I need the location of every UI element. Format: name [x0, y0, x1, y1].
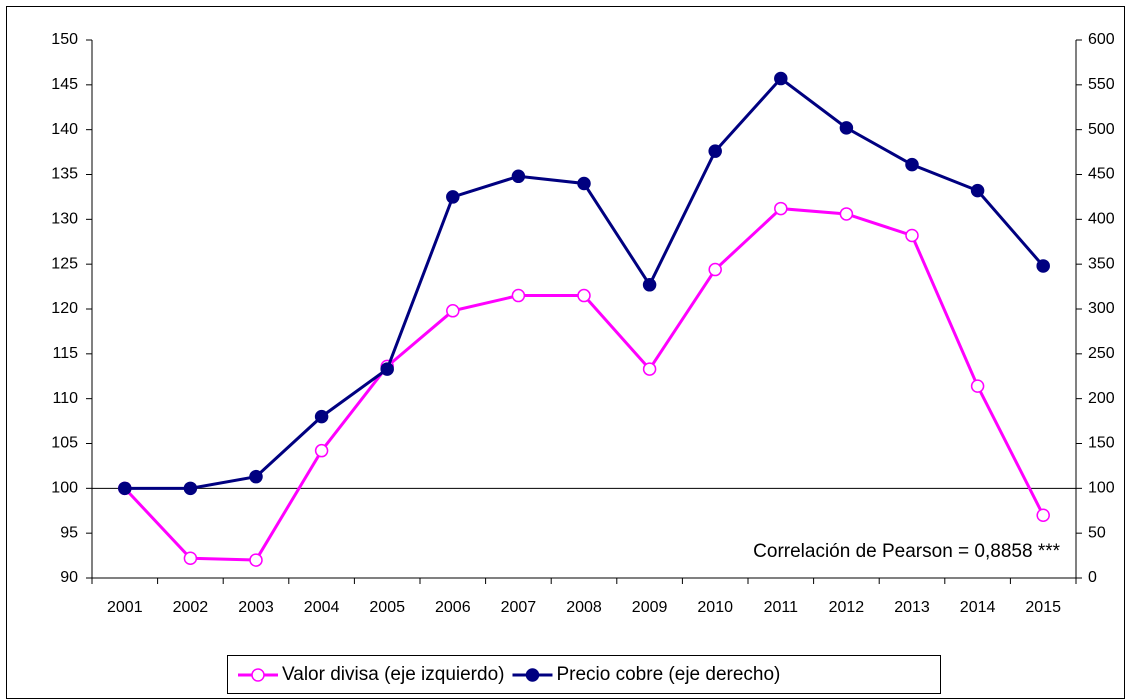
y2-tick-label: 550 — [1088, 76, 1115, 93]
data-point — [970, 379, 985, 393]
data-point — [774, 71, 788, 86]
data-point — [577, 176, 591, 191]
data-point — [708, 144, 722, 158]
x-tick-label: 2010 — [697, 599, 733, 616]
legend-label: Precio cobre (eje derecho) — [556, 664, 780, 685]
data-point — [249, 553, 263, 567]
data-point — [511, 169, 526, 184]
legend-marker — [251, 668, 265, 682]
data-point — [446, 190, 460, 204]
data-point — [839, 207, 854, 221]
y-tick-label: 140 — [51, 121, 78, 138]
y2-tick-label: 500 — [1088, 121, 1115, 138]
y-tick-label: 110 — [52, 390, 78, 407]
data-point — [774, 201, 788, 216]
data-point — [970, 183, 985, 198]
x-tick-label: 2007 — [501, 599, 537, 616]
y-tick-label: 90 — [60, 569, 78, 586]
data-point — [1036, 508, 1050, 522]
y-tick-label: 95 — [60, 524, 78, 541]
data-point — [839, 121, 854, 135]
y2-tick-label: 450 — [1088, 166, 1115, 183]
y2-tick-label: 100 — [1088, 480, 1115, 497]
x-tick-label: 2002 — [173, 599, 209, 616]
y-tick-label: 135 — [51, 166, 78, 183]
y2-tick-label: 200 — [1088, 390, 1115, 407]
data-point — [183, 481, 198, 496]
y-tick-label: 130 — [51, 211, 78, 228]
y-tick-label: 120 — [51, 300, 78, 317]
x-tick-label: 2014 — [960, 599, 996, 616]
x-tick-label: 2006 — [435, 599, 471, 616]
data-point — [905, 228, 919, 243]
y-tick-label: 115 — [52, 345, 78, 362]
y2-tick-label: 300 — [1088, 300, 1115, 317]
data-point — [511, 288, 526, 303]
data-point — [708, 262, 722, 277]
x-tick-label: 2001 — [107, 599, 143, 616]
y-tick-label: 100 — [51, 480, 78, 497]
y2-tick-label: 350 — [1088, 255, 1115, 272]
data-point — [446, 304, 460, 318]
data-point — [1036, 259, 1050, 273]
legend-marker — [525, 668, 540, 682]
data-point — [642, 278, 657, 292]
y-tick-label: 150 — [51, 31, 78, 48]
y2-tick-label: 250 — [1088, 345, 1115, 362]
legend-label: Valor divisa (eje izquierdo) — [282, 664, 504, 685]
x-tick-label: 2005 — [369, 599, 405, 616]
y2-tick-label: 600 — [1088, 31, 1115, 48]
x-tick-label: 2009 — [632, 599, 668, 616]
data-point — [249, 469, 263, 484]
chart-border — [6, 6, 1125, 699]
x-tick-label: 2003 — [238, 599, 274, 616]
x-tick-label: 2013 — [894, 599, 930, 616]
data-point — [380, 362, 394, 376]
x-tick-label: 2015 — [1025, 599, 1061, 616]
x-tick-label: 2012 — [829, 599, 865, 616]
data-point — [577, 288, 591, 303]
legend-box — [227, 655, 941, 694]
y-tick-label: 125 — [51, 255, 78, 272]
data-point — [314, 443, 329, 458]
y-tick-label: 145 — [51, 76, 78, 93]
data-point — [183, 551, 198, 566]
y2-tick-label: 150 — [1088, 435, 1115, 452]
y-tick-label: 105 — [51, 435, 78, 452]
data-point — [642, 362, 657, 376]
data-point — [905, 157, 919, 172]
x-tick-label: 2011 — [764, 599, 799, 616]
data-point — [118, 481, 132, 496]
y2-tick-label: 400 — [1088, 211, 1115, 228]
annotation: Correlación de Pearson = 0,8858 *** — [753, 541, 1060, 562]
x-tick-label: 2008 — [566, 599, 602, 616]
y2-tick-label: 0 — [1088, 569, 1097, 586]
data-point — [314, 409, 329, 424]
y2-tick-label: 50 — [1088, 524, 1106, 541]
x-tick-label: 2004 — [304, 599, 340, 616]
